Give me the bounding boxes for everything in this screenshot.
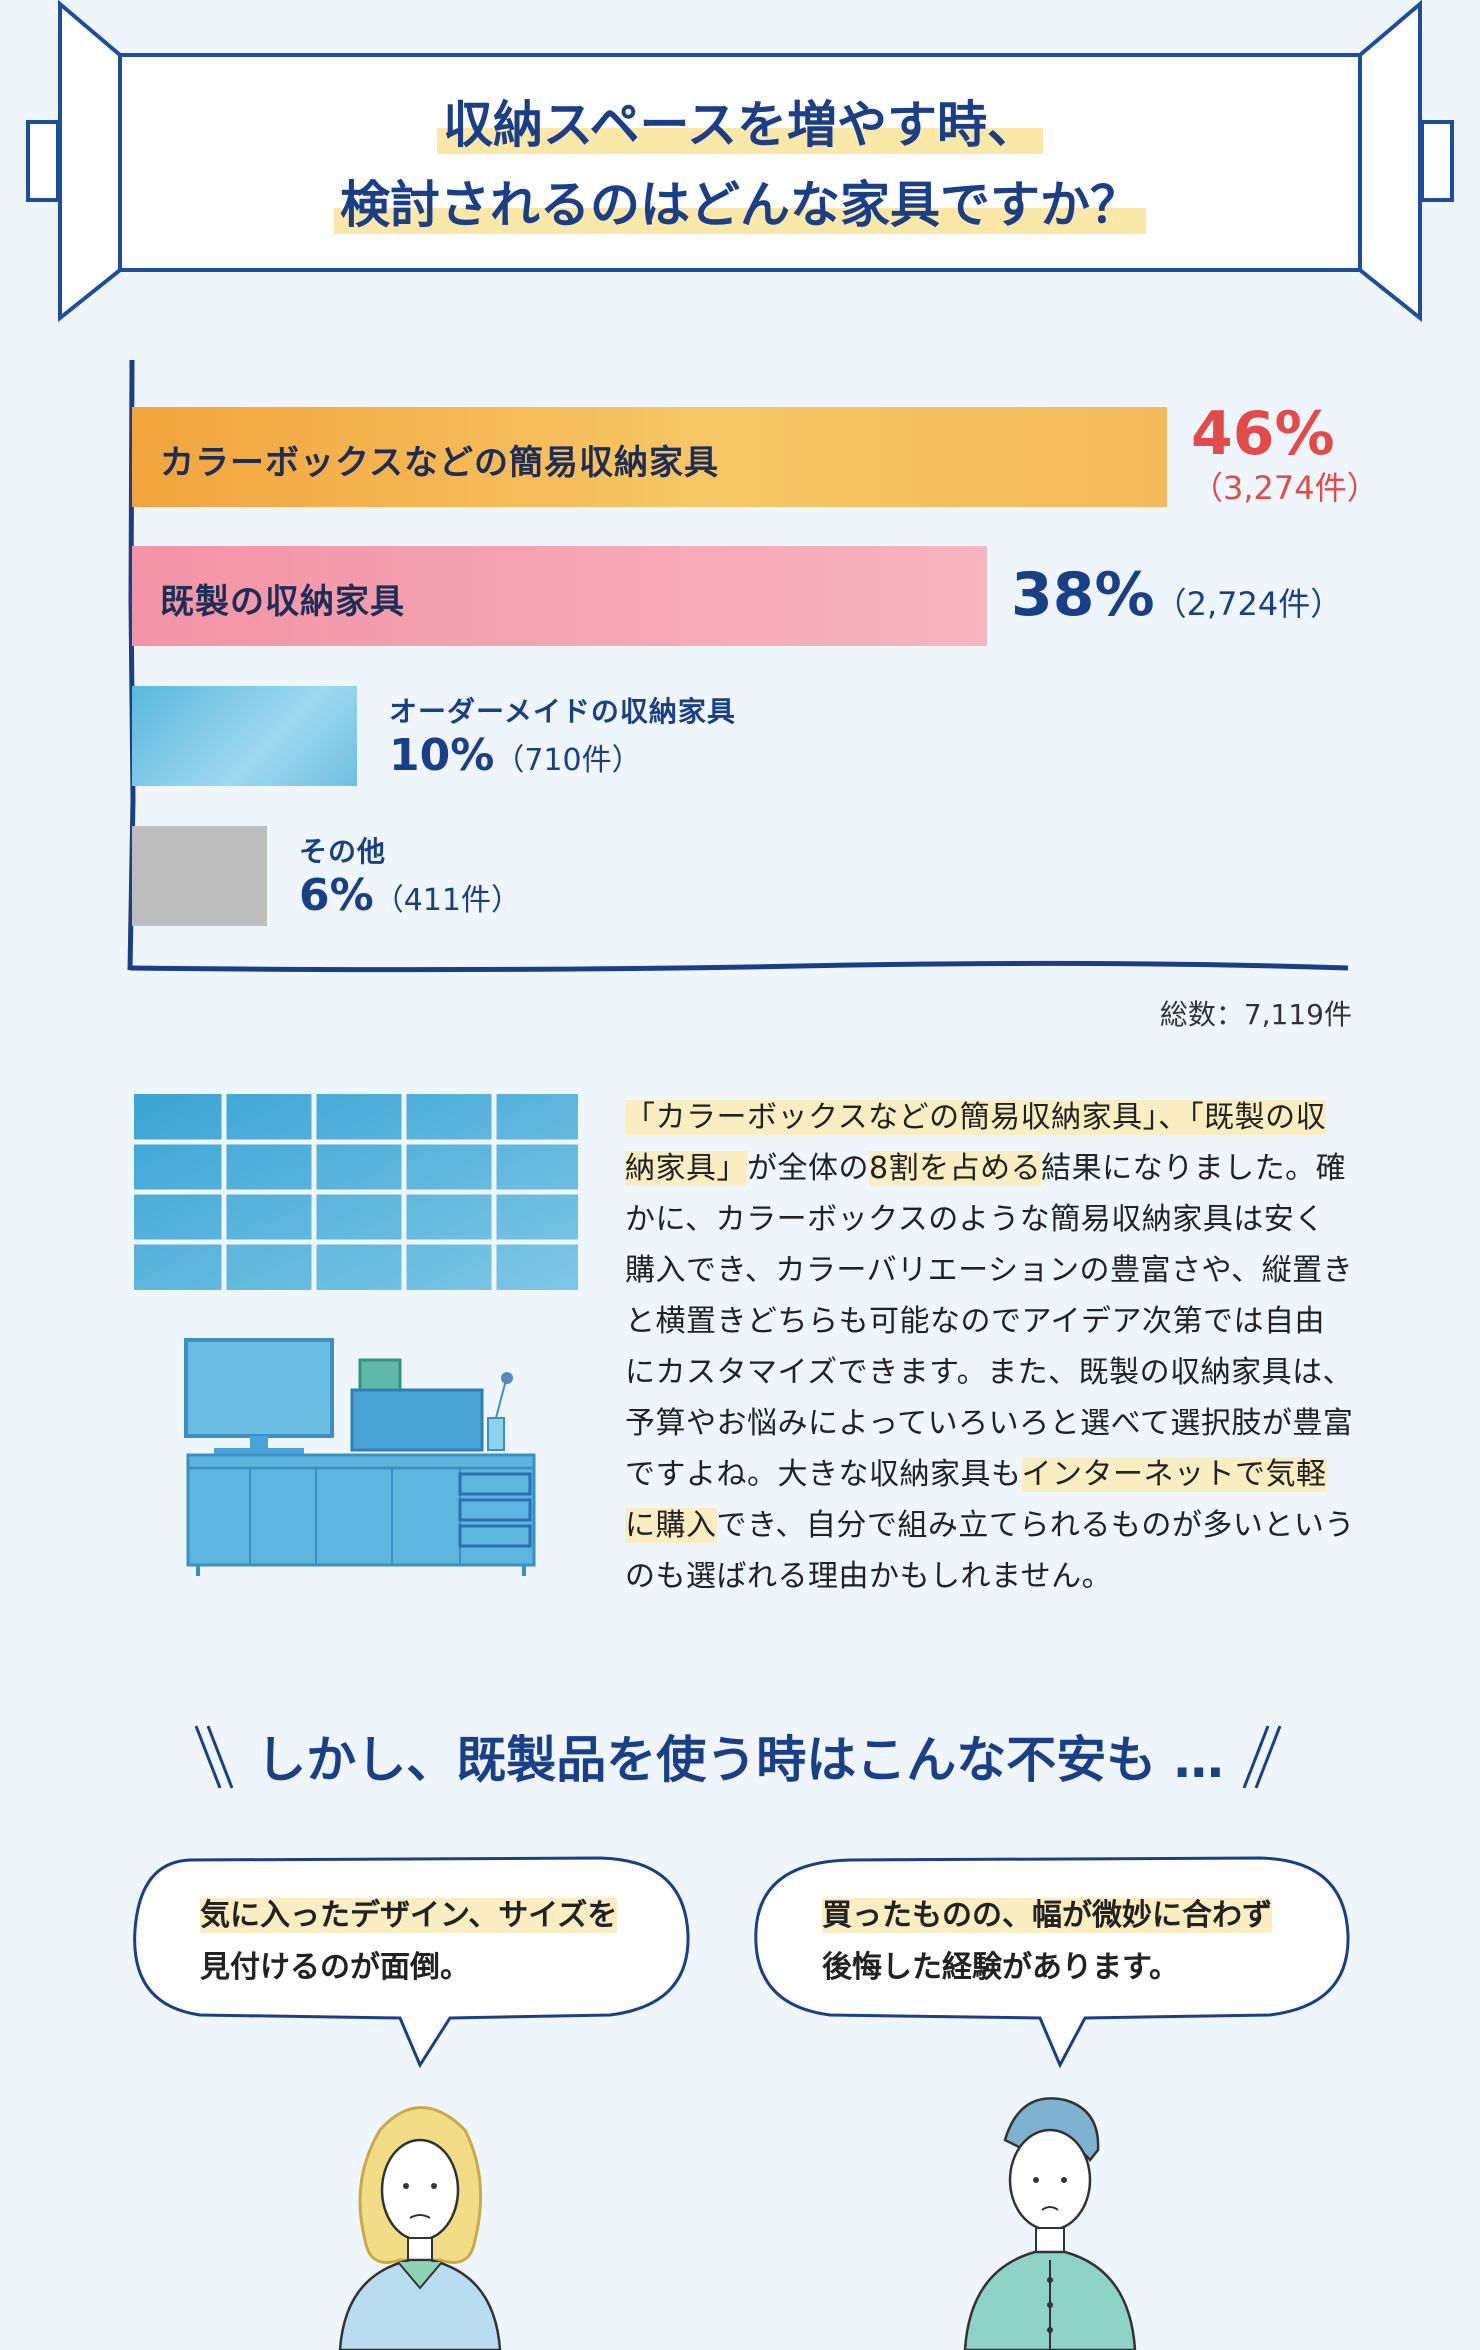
bubble-left-text: 気に入ったデザイン、サイズを 見付けるのが面倒。 — [200, 1898, 618, 1985]
left-slash-icon — [194, 1725, 234, 1789]
bar-0 — [132, 407, 1167, 507]
bar-value-label-3: 6% — [299, 870, 374, 921]
bar-count-label-2: （710件） — [494, 743, 642, 778]
woman-illustration — [338, 2106, 502, 2350]
right-slash-icon — [1242, 1725, 1282, 1789]
bar-text-group-2: オーダーメイドの収納家具 10%（710件） — [389, 690, 736, 781]
bar-category-label-0: カラーボックスなどの簡易収納家具 — [160, 443, 719, 483]
bar-value-label-1: 38% — [1011, 560, 1155, 630]
bar-3 — [132, 826, 267, 926]
furniture-illustration — [134, 1094, 578, 1576]
wall-tiles — [134, 1094, 578, 1290]
page-title-line2: 検討されるのはどんな家具ですか？ — [0, 165, 1480, 237]
bubble-right-text: 買ったものの、幅が微妙に合わず 後悔した経験があります。 — [822, 1898, 1272, 1985]
banner-frame — [26, 0, 1454, 323]
bar-value-group-0: 46% （3,274件） — [1191, 399, 1379, 509]
bar-value-label-0: 46% — [1191, 399, 1335, 469]
bar-category-label-1: 既製の収納家具 — [160, 582, 405, 622]
bar-count-label-3: （411件） — [373, 883, 521, 918]
bar-value-line-3: 6%（411件） — [299, 870, 521, 921]
bar-2 — [132, 686, 357, 786]
result-description: 「カラーボックスなどの簡易収納家具」、「既製の収納家具」が全体の8割を占める結果… — [625, 1100, 1355, 1594]
bar-1 — [132, 546, 987, 646]
total-count: 総数：7,119件 — [1159, 998, 1352, 1031]
bar-category-label-3: その他 — [299, 835, 387, 868]
bar-value-group-1: 38%（2,724件） — [1011, 560, 1342, 630]
bar-count-label-1: （2,724件） — [1154, 585, 1343, 623]
page-title-line1: 収納スペースを増やす時、 — [0, 85, 1480, 157]
bar-count-label-0: （3,274件） — [1191, 469, 1379, 507]
concern-heading: しかし、既製品を使う時はこんな不安も … — [256, 1731, 1224, 1789]
vase-icon — [487, 1372, 513, 1451]
bar-value-line-2: 10%（710件） — [389, 730, 736, 781]
bar-value-label-2: 10% — [389, 730, 495, 781]
box-icon — [350, 1358, 484, 1452]
tv-stand-icon — [186, 1453, 536, 1576]
man-illustration — [963, 2097, 1137, 2350]
tv-icon — [184, 1338, 334, 1456]
bar-category-label-2: オーダーメイドの収納家具 — [389, 695, 736, 728]
bar-text-group-3: その他 6%（411件） — [299, 830, 521, 921]
